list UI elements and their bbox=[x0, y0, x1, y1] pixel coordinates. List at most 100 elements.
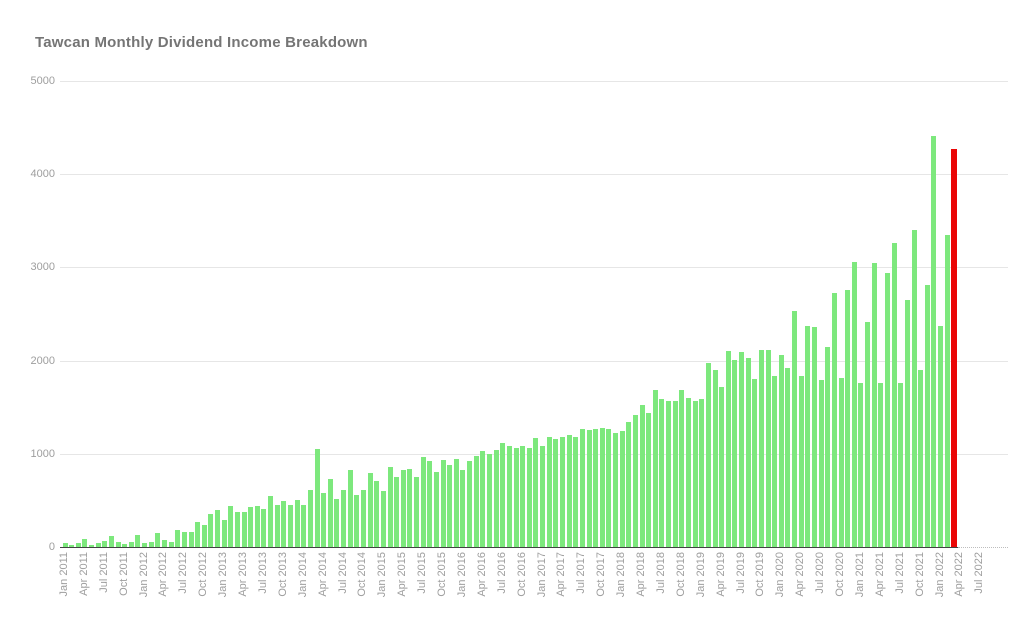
bar bbox=[354, 494, 360, 547]
x-tick-label: Jul 2013 bbox=[256, 552, 269, 594]
x-tick-label: Jul 2020 bbox=[814, 552, 827, 594]
bar bbox=[341, 490, 347, 547]
bar bbox=[75, 542, 81, 547]
y-tick-label: 2000 bbox=[30, 354, 55, 367]
bar bbox=[142, 543, 148, 547]
bar bbox=[579, 429, 585, 547]
bar bbox=[686, 397, 691, 547]
x-tick-label: Jan 2021 bbox=[853, 552, 866, 598]
x-tick-label: Apr 2018 bbox=[635, 552, 648, 597]
x-tick-label: Oct 2012 bbox=[197, 552, 210, 597]
x-tick-label: Jul 2018 bbox=[654, 552, 667, 594]
bar bbox=[818, 380, 824, 547]
y-gridline bbox=[60, 360, 1008, 362]
y-tick-label: 5000 bbox=[30, 75, 55, 87]
bar bbox=[599, 428, 605, 547]
bar bbox=[268, 495, 274, 547]
bar bbox=[161, 539, 167, 547]
bar bbox=[666, 400, 672, 547]
bar bbox=[739, 351, 745, 547]
y-gridline bbox=[60, 267, 1008, 269]
bar bbox=[559, 436, 565, 547]
bar bbox=[699, 398, 705, 547]
y-gridline bbox=[60, 174, 1008, 176]
x-tick-label: Jul 2021 bbox=[893, 552, 906, 594]
bar bbox=[758, 350, 764, 547]
bar bbox=[526, 448, 532, 547]
y-tick-label: 4000 bbox=[30, 168, 55, 181]
bar bbox=[871, 263, 877, 547]
bar bbox=[752, 379, 758, 547]
bar bbox=[513, 448, 519, 547]
bar bbox=[487, 453, 492, 547]
bar bbox=[241, 511, 247, 547]
bar bbox=[705, 362, 711, 547]
x-tick-label: Apr 2019 bbox=[714, 552, 727, 597]
bar bbox=[865, 322, 871, 547]
bar bbox=[845, 290, 851, 547]
bar bbox=[367, 472, 373, 547]
bar bbox=[148, 541, 154, 547]
bar bbox=[400, 470, 406, 547]
bar bbox=[506, 446, 512, 547]
x-tick-label: Oct 2019 bbox=[754, 552, 767, 597]
x-tick-label: Oct 2021 bbox=[913, 552, 926, 597]
bar bbox=[878, 382, 884, 547]
x-tick-label: Oct 2017 bbox=[595, 552, 608, 597]
x-tick-label: Apr 2017 bbox=[555, 552, 568, 597]
bar bbox=[765, 350, 771, 547]
bar bbox=[924, 284, 930, 547]
bar bbox=[188, 532, 194, 547]
x-tick-label: Jul 2011 bbox=[97, 552, 110, 593]
bar bbox=[301, 504, 307, 547]
bar bbox=[586, 429, 592, 547]
bar bbox=[593, 429, 599, 547]
bar bbox=[812, 327, 818, 547]
bar bbox=[884, 273, 890, 547]
bar bbox=[387, 466, 393, 547]
x-tick-label: Jul 2015 bbox=[416, 552, 429, 594]
bar bbox=[221, 519, 227, 547]
x-tick-label: Apr 2020 bbox=[794, 552, 807, 597]
bar bbox=[294, 499, 300, 547]
bar bbox=[679, 390, 685, 547]
bar bbox=[307, 489, 313, 547]
bar bbox=[725, 351, 731, 547]
x-tick-label: Oct 2018 bbox=[674, 552, 687, 597]
bar bbox=[414, 477, 420, 547]
bar bbox=[288, 504, 294, 547]
y-gridline bbox=[60, 81, 1008, 82]
y-tick-label: 3000 bbox=[30, 261, 55, 274]
bar bbox=[128, 541, 134, 547]
bar bbox=[447, 464, 453, 547]
bar bbox=[175, 530, 181, 547]
bar bbox=[745, 357, 751, 547]
bar bbox=[155, 533, 161, 547]
x-tick-label: Jul 2012 bbox=[177, 552, 190, 594]
x-tick-label: Apr 2011 bbox=[77, 552, 90, 596]
bar bbox=[918, 369, 924, 547]
bar bbox=[208, 513, 214, 547]
bar bbox=[719, 386, 725, 547]
x-tick-label: Apr 2022 bbox=[953, 552, 966, 597]
bar bbox=[201, 525, 207, 547]
x-tick-label: Jan 2013 bbox=[217, 552, 230, 598]
bar bbox=[520, 446, 526, 547]
bar bbox=[102, 540, 108, 547]
x-tick-label: Jul 2016 bbox=[495, 552, 508, 594]
bar bbox=[540, 445, 546, 547]
bar bbox=[639, 404, 645, 547]
bar bbox=[215, 509, 221, 547]
x-tick-label: Apr 2021 bbox=[873, 552, 886, 597]
bar bbox=[659, 398, 665, 547]
bar bbox=[546, 436, 552, 547]
y-tick-label: 1000 bbox=[30, 447, 55, 460]
bar bbox=[898, 383, 904, 547]
x-tick-label: Jan 2017 bbox=[535, 552, 548, 598]
x-tick-label: Jan 2018 bbox=[615, 552, 628, 598]
bar bbox=[467, 461, 473, 547]
bar bbox=[314, 448, 320, 547]
bar bbox=[122, 543, 128, 547]
bar bbox=[460, 469, 466, 547]
